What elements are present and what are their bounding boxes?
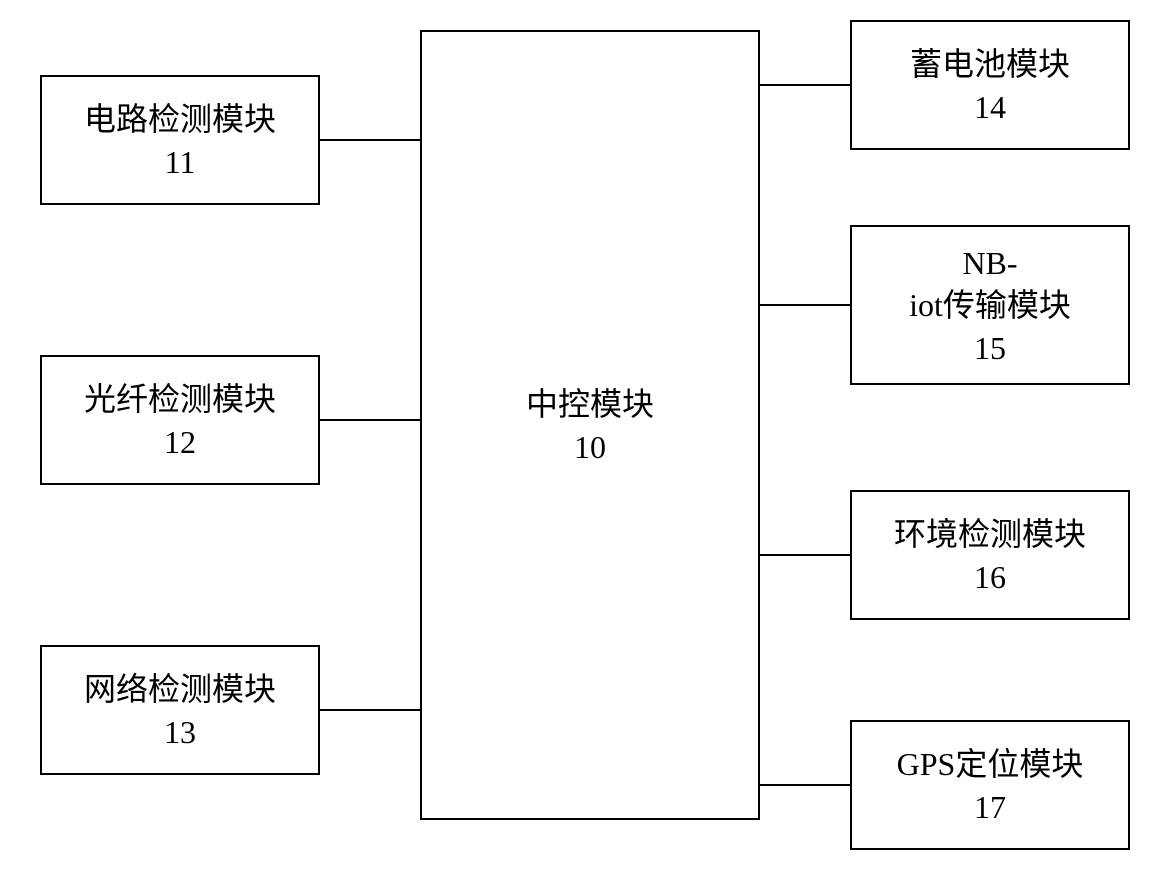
block-label: 网络检测模块: [84, 669, 276, 711]
block-diagram: 中控模块 10 电路检测模块 11 光纤检测模块 12 网络检测模块 13 蓄电…: [0, 0, 1170, 885]
connector-line: [760, 304, 850, 306]
battery-block: 蓄电池模块 14: [850, 20, 1130, 150]
block-label: 光纤检测模块: [84, 379, 276, 421]
center-block: 中控模块 10: [420, 30, 760, 820]
connector-line: [760, 784, 850, 786]
nbiot-block: NB- iot传输模块 15: [850, 225, 1130, 385]
block-number: 16: [974, 559, 1006, 596]
block-number: 14: [974, 89, 1006, 126]
block-label: 电路检测模块: [84, 99, 276, 141]
env-detect-block: 环境检测模块 16: [850, 490, 1130, 620]
connector-line: [320, 419, 420, 421]
connector-line: [760, 554, 850, 556]
circuit-detect-block: 电路检测模块 11: [40, 75, 320, 205]
connector-line: [320, 139, 420, 141]
block-label: NB- iot传输模块: [909, 243, 1071, 326]
gps-block: GPS定位模块 17: [850, 720, 1130, 850]
block-number: 12: [164, 424, 196, 461]
block-number: 17: [974, 789, 1006, 826]
block-number: 11: [165, 144, 196, 181]
block-number: 15: [974, 330, 1006, 367]
block-number: 13: [164, 714, 196, 751]
block-label: GPS定位模块: [897, 744, 1084, 786]
connector-line: [760, 84, 850, 86]
block-label: 环境检测模块: [894, 514, 1086, 556]
connector-line: [320, 709, 420, 711]
network-detect-block: 网络检测模块 13: [40, 645, 320, 775]
center-label: 中控模块: [526, 384, 654, 426]
center-number: 10: [574, 429, 606, 466]
fiber-detect-block: 光纤检测模块 12: [40, 355, 320, 485]
block-label: 蓄电池模块: [910, 44, 1070, 86]
